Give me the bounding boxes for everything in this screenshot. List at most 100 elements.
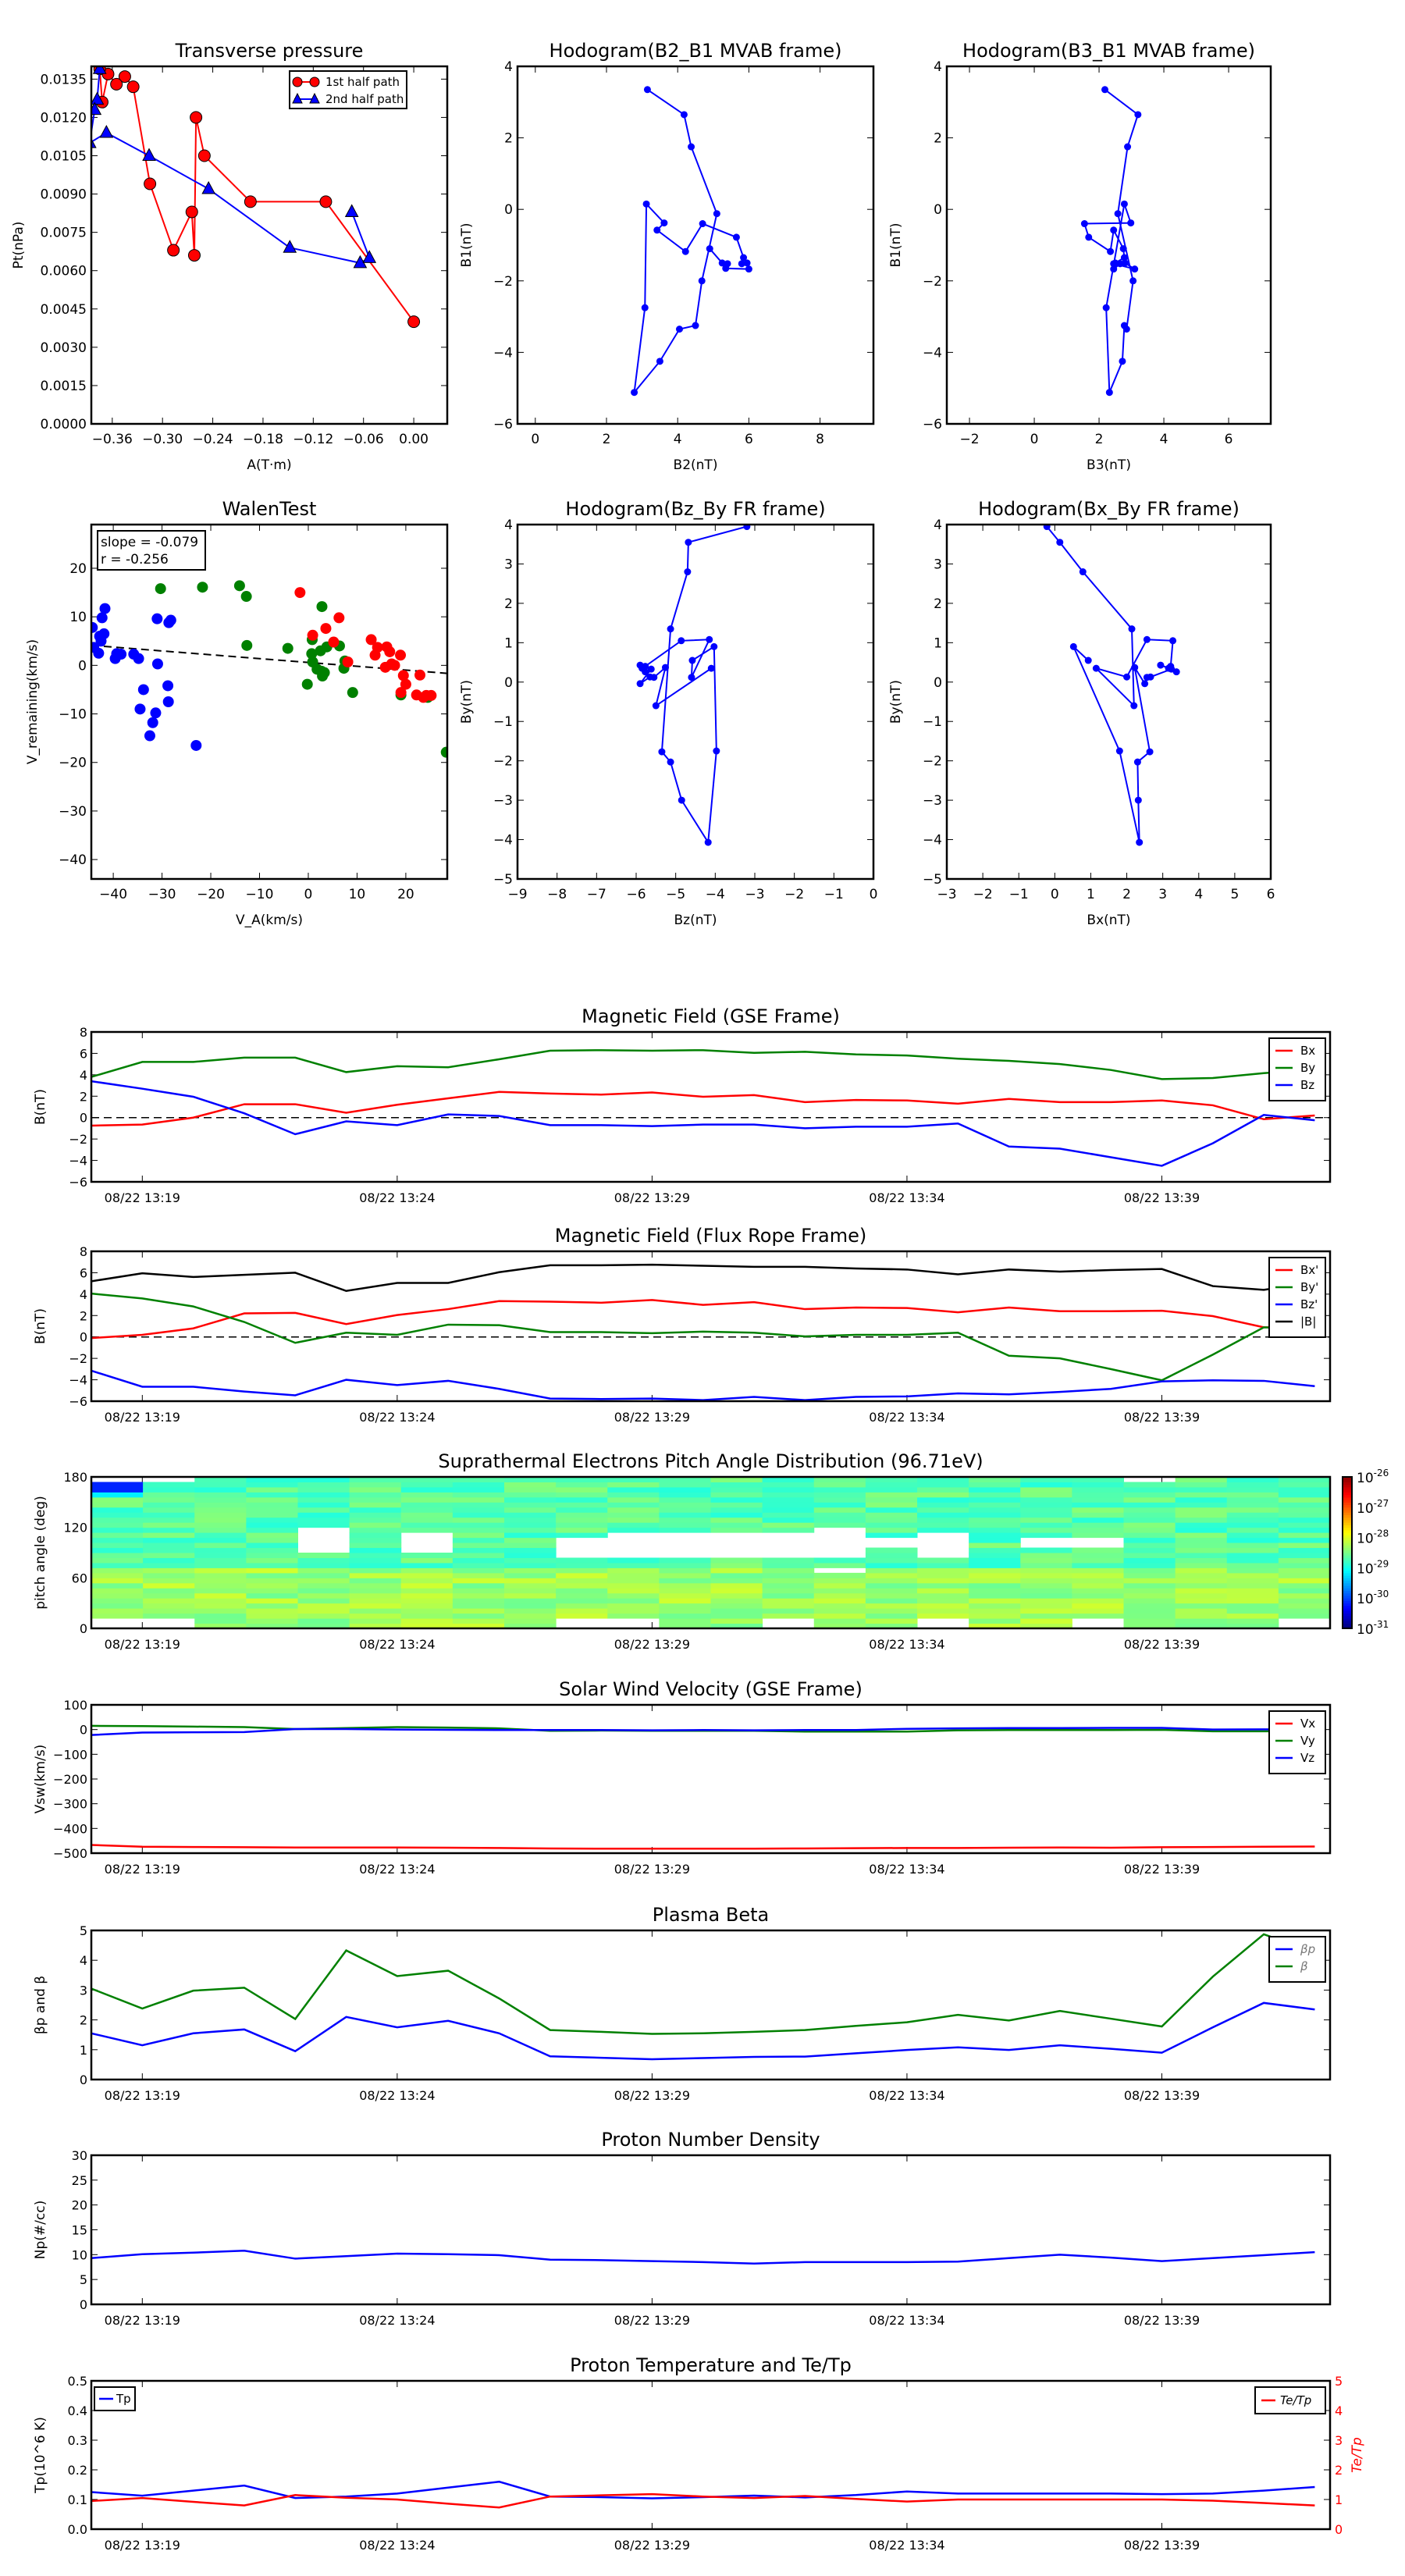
heatmap-cell <box>246 1572 298 1578</box>
heatmap-cell <box>194 1598 247 1604</box>
scatter-point-red <box>307 629 318 641</box>
heatmap-cell <box>400 1582 454 1589</box>
x-tick-label: 08/22 13:34 <box>869 1410 944 1425</box>
heatmap-cell <box>194 1537 247 1543</box>
heatmap-cell <box>813 1512 866 1518</box>
heatmap-cell <box>556 1613 608 1619</box>
colorbar-segment <box>1343 1517 1352 1521</box>
heatmap-cell <box>504 1613 557 1619</box>
heatmap-cell <box>297 1567 350 1574</box>
heatmap-cell <box>1278 1562 1330 1568</box>
heatmap-cell <box>1175 1496 1228 1503</box>
x-tick-label: 6 <box>1225 432 1233 447</box>
heatmap-cell <box>813 1477 866 1482</box>
colorbar-segment <box>1343 1578 1352 1582</box>
heatmap-cell <box>813 1582 866 1589</box>
heatmap-cell <box>865 1608 918 1614</box>
heatmap-cell <box>1123 1496 1176 1503</box>
heatmap-cell <box>813 1613 866 1619</box>
heatmap-cell <box>91 1517 144 1523</box>
heatmap-cell <box>504 1512 557 1518</box>
y-tick-label: 0 <box>78 658 87 674</box>
heatmap-cell <box>504 1537 557 1543</box>
x-tick-label: −10 <box>246 887 274 902</box>
heatmap-cell <box>917 1598 969 1604</box>
heatmap-cell <box>1226 1502 1279 1508</box>
heatmap-cell <box>504 1618 557 1624</box>
heatmap-cell <box>194 1527 247 1533</box>
plot-area <box>91 1933 1315 2061</box>
x-tick-label: −9 <box>507 887 527 902</box>
data-marker <box>706 245 713 253</box>
scatter-point-green <box>240 591 252 603</box>
heatmap-cell <box>710 1486 763 1493</box>
heatmap-cell <box>452 1517 505 1523</box>
heatmap-cell <box>1175 1522 1228 1528</box>
heatmap-cell <box>1072 1603 1124 1609</box>
y-tick-label: −3 <box>493 793 513 809</box>
scatter-point-blue <box>98 628 110 639</box>
scatter-point-red <box>372 642 383 653</box>
series-line-B <box>91 1263 1315 1293</box>
heatmap-cell <box>297 1608 350 1614</box>
heatmap-cell <box>1175 1553 1228 1558</box>
heatmap-cell <box>194 1486 247 1493</box>
heatmap-cell <box>1226 1492 1279 1498</box>
data-marker <box>688 674 695 681</box>
data-marker <box>692 322 699 329</box>
heatmap-cell <box>917 1486 969 1493</box>
data-marker <box>667 758 674 766</box>
heatmap-cell <box>1278 1502 1330 1508</box>
heatmap-cell <box>246 1527 298 1533</box>
heatmap-cell <box>607 1557 660 1564</box>
heatmap-cell <box>865 1553 918 1558</box>
heatmap-cell <box>969 1477 1021 1482</box>
heatmap-cell <box>452 1492 505 1498</box>
heatmap-cell <box>813 1562 866 1568</box>
y-tick-label: −400 <box>53 1821 87 1836</box>
heatmap-cell <box>659 1613 711 1619</box>
heatmap-cell <box>91 1502 144 1508</box>
data-marker <box>745 265 752 273</box>
heatmap-cell <box>194 1492 247 1498</box>
y-tick-label: 2 <box>504 131 513 147</box>
data-marker <box>1143 635 1151 643</box>
heatmap-cell <box>143 1522 195 1528</box>
heatmap-cell <box>659 1603 711 1609</box>
heatmap-cell <box>865 1613 918 1619</box>
heatmap-cell <box>762 1588 815 1594</box>
heatmap-cell <box>1072 1588 1124 1594</box>
heatmap-cell <box>556 1517 608 1523</box>
heatmap-cell <box>969 1567 1021 1574</box>
heatmap-cell <box>400 1608 454 1614</box>
data-marker <box>698 277 706 285</box>
heatmap-cell <box>297 1517 350 1523</box>
heatmap-cell <box>194 1572 247 1578</box>
x-tick-label: 08/22 13:19 <box>105 1637 180 1652</box>
heatmap-cell <box>143 1482 195 1488</box>
heatmap-cell <box>1226 1567 1279 1574</box>
heatmap-cell <box>246 1542 298 1549</box>
heatmap-cell <box>1175 1537 1228 1543</box>
x-tick-label: 08/22 13:34 <box>869 1637 944 1652</box>
x-tick-label: −1 <box>1009 887 1029 902</box>
heatmap-cell <box>1278 1547 1330 1553</box>
heatmap-cell <box>762 1582 815 1589</box>
data-marker <box>647 665 655 673</box>
heatmap-cell <box>297 1562 350 1568</box>
heatmap-cell <box>1072 1613 1124 1619</box>
heatmap-cell <box>1226 1613 1279 1619</box>
heatmap-cell <box>1123 1578 1176 1584</box>
heatmap-cell <box>297 1588 350 1594</box>
heatmap-cell <box>91 1542 144 1549</box>
heatmap-cell <box>865 1522 918 1528</box>
plot-area <box>91 1263 1330 1401</box>
data-marker <box>1085 233 1093 241</box>
scatter-point-blue <box>134 703 146 715</box>
x-tick-label: 08/22 13:24 <box>359 2538 435 2553</box>
y-tick-label: 8 <box>80 1244 87 1259</box>
slope-label: slope = -0.079 <box>101 535 198 550</box>
heatmap-cell <box>246 1486 298 1493</box>
heatmap-cell <box>143 1553 195 1558</box>
heatmap-cell <box>1226 1562 1279 1568</box>
